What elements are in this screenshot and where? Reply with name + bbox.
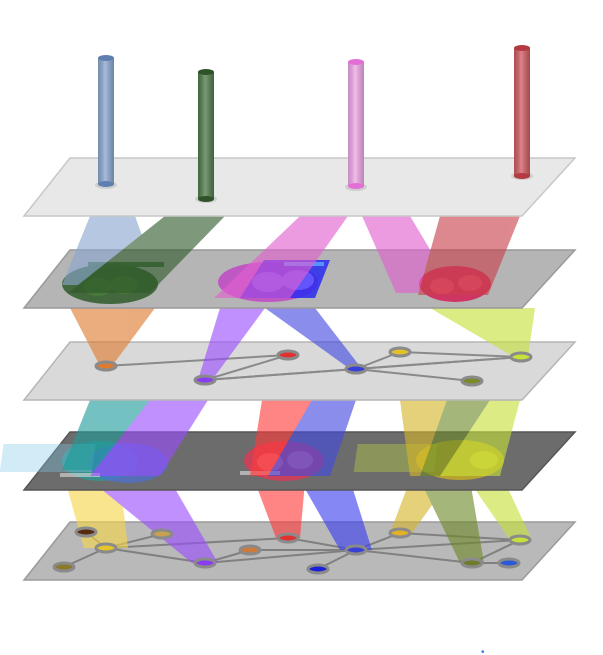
node-icon (150, 528, 174, 540)
node-icon (460, 375, 484, 387)
node-icon (497, 557, 521, 569)
cylinder-icon (198, 69, 214, 202)
cylinder-icon (514, 45, 530, 179)
node-icon (509, 351, 533, 363)
input-cylinders (98, 45, 530, 202)
beams-2-3 (70, 308, 535, 380)
node-icon (238, 544, 262, 556)
node-icon (344, 544, 368, 556)
node-icon (193, 557, 217, 569)
beams-4-5 (65, 480, 532, 563)
layer-1-plate (22, 157, 577, 217)
cylinder-icon (98, 55, 114, 187)
node-icon (276, 532, 300, 544)
node-icon (388, 346, 412, 358)
node-icon (388, 527, 412, 539)
node-icon (276, 349, 300, 361)
node-icon (52, 561, 76, 573)
layer-3-network (22, 341, 577, 401)
layer-5-nodes (52, 526, 532, 575)
node-icon (94, 360, 118, 372)
node-icon (94, 542, 118, 554)
cylinder-icon (348, 59, 364, 189)
layer-3-plate (22, 341, 577, 401)
node-icon (344, 363, 368, 375)
node-icon (193, 374, 217, 386)
node-icon (74, 526, 98, 538)
node-icon (306, 563, 330, 575)
node-icon (508, 534, 532, 546)
layer-3-nodes (94, 346, 533, 387)
corner-mark: • (481, 647, 485, 655)
beams-3-4 (62, 400, 520, 476)
node-icon (460, 557, 484, 569)
beams-1-2 (62, 216, 520, 298)
